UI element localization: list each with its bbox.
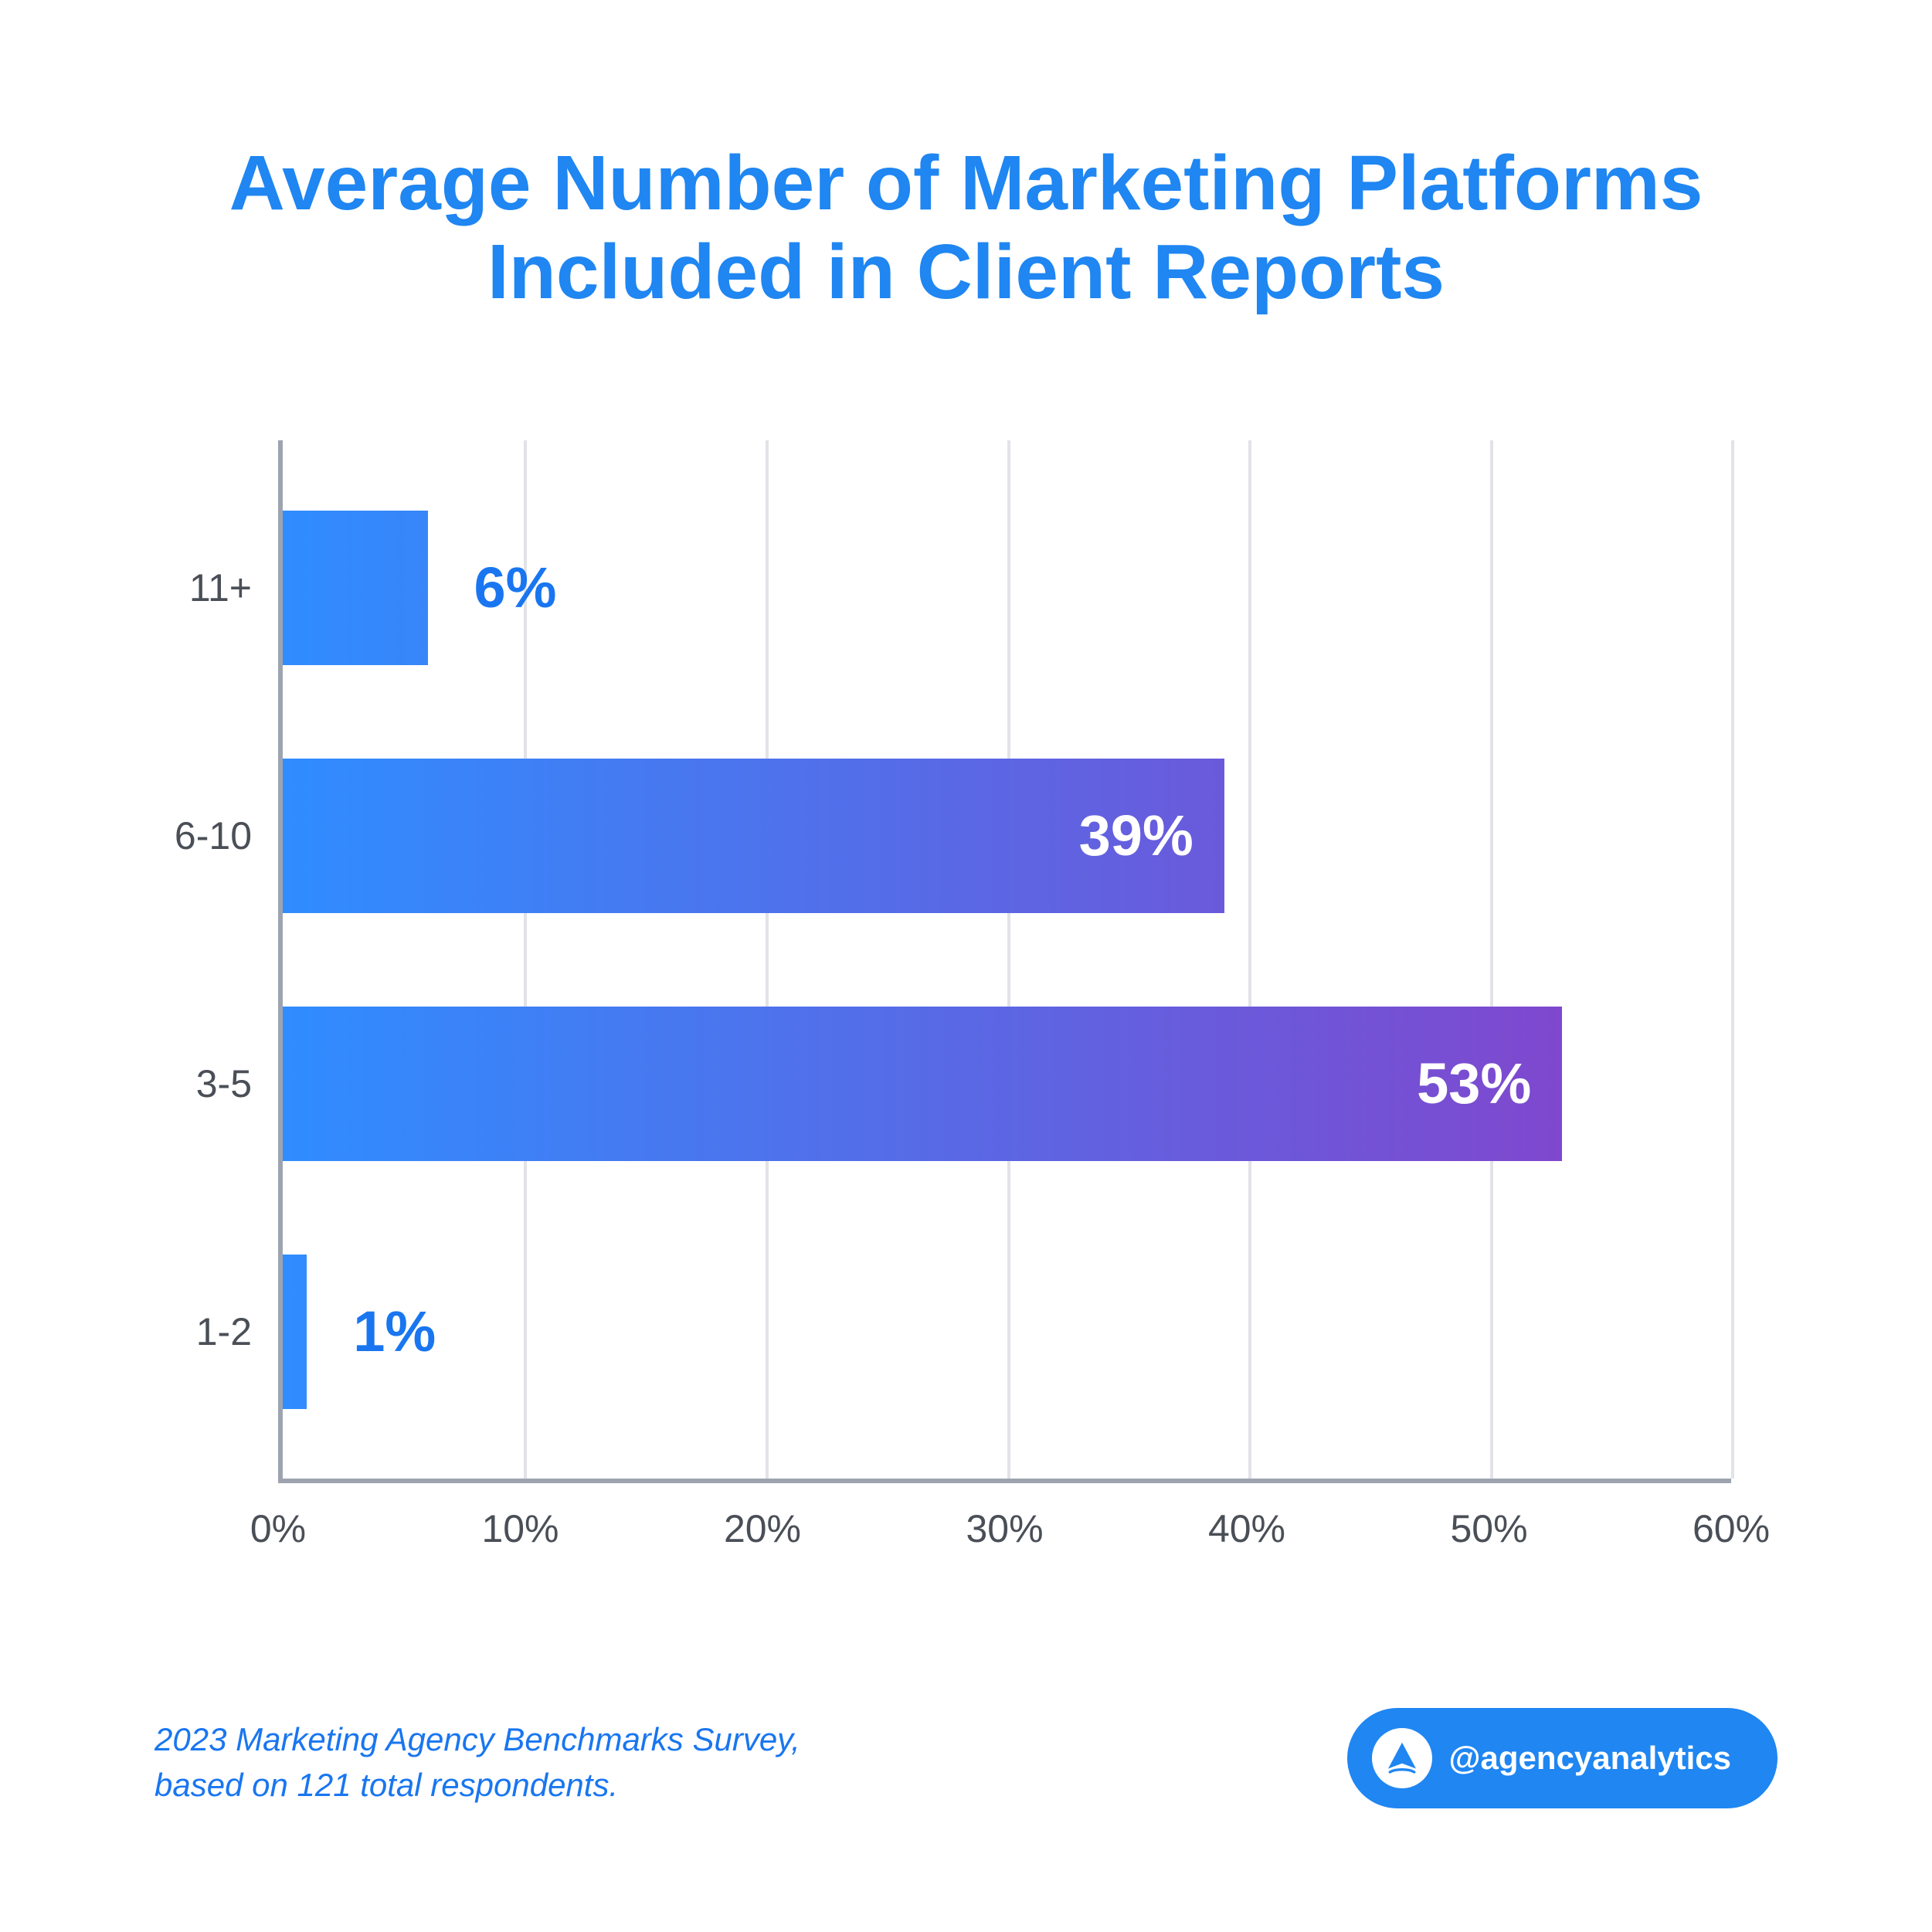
- x-axis-tick: 50%: [1450, 1506, 1527, 1551]
- brand-logo-icon: [1372, 1728, 1432, 1788]
- y-axis-label: 6-10: [175, 813, 252, 858]
- source-citation: 2023 Marketing Agency Benchmarks Survey,…: [154, 1717, 800, 1808]
- bar: [283, 1255, 307, 1409]
- brand-handle: @agencyanalytics: [1449, 1740, 1731, 1777]
- x-axis-tick: 20%: [724, 1506, 801, 1551]
- x-axis-tick: 60%: [1693, 1506, 1770, 1551]
- x-axis-tick: 40%: [1208, 1506, 1285, 1551]
- bar-value: 6%: [474, 555, 557, 620]
- bar-row: 6-1039%: [283, 759, 1731, 913]
- chart: 11+6%6-1039%3-553%1-21% 0%10%20%30%40%50…: [278, 440, 1731, 1615]
- brand-badge[interactable]: @agencyanalytics: [1347, 1708, 1778, 1808]
- bar-row: 1-21%: [283, 1255, 1731, 1409]
- source-line-1: 2023 Marketing Agency Benchmarks Survey,: [154, 1717, 800, 1763]
- x-axis-tick: 30%: [966, 1506, 1043, 1551]
- bar: 53%: [283, 1007, 1562, 1161]
- x-axis-tick: 0%: [250, 1506, 306, 1551]
- bar: [283, 511, 428, 665]
- x-axis-tick: 10%: [481, 1506, 559, 1551]
- bar-value: 39%: [1079, 803, 1193, 868]
- bar-row: 11+6%: [283, 511, 1731, 665]
- y-axis-label: 3-5: [196, 1061, 252, 1106]
- chart-title: Average Number of Marketing Platforms In…: [154, 139, 1778, 317]
- source-line-2: based on 121 total respondents.: [154, 1763, 800, 1808]
- bar-value: 1%: [353, 1299, 436, 1364]
- bar-row: 3-553%: [283, 1007, 1731, 1161]
- bar: 39%: [283, 759, 1224, 913]
- y-axis-label: 11+: [189, 565, 252, 610]
- y-axis-label: 1-2: [196, 1309, 252, 1354]
- bar-value: 53%: [1417, 1051, 1531, 1116]
